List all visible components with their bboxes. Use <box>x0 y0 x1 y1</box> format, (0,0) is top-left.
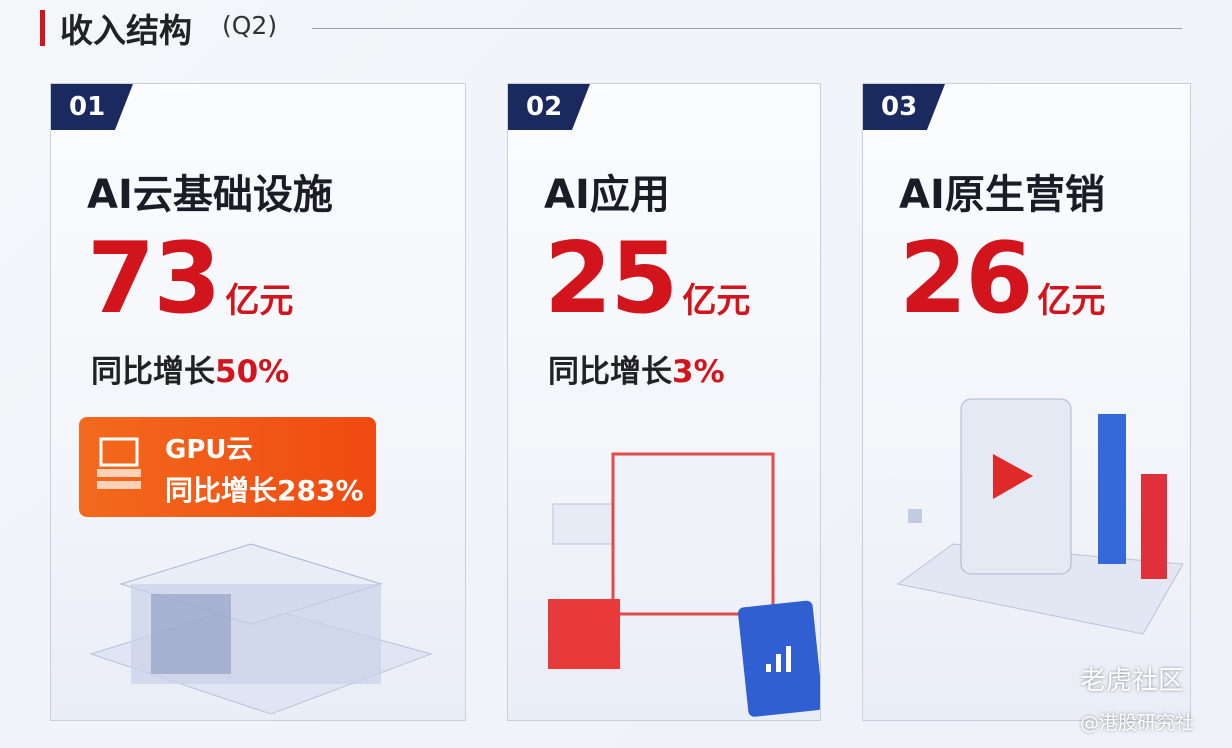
watermark: @港股研究社 <box>1080 712 1195 734</box>
card-growth-line: 同比增长3% <box>548 346 725 391</box>
badge-icon <box>97 437 141 489</box>
card-unit: 亿元 <box>1037 281 1106 321</box>
card-value-line: 25 亿元 <box>544 222 750 336</box>
card-name: AI应用 <box>544 172 670 218</box>
badge: GPU云 同比增长283% <box>79 417 376 517</box>
header-title: 收入结构 <box>60 11 192 50</box>
watermark: 老虎社区 <box>1080 666 1185 696</box>
illustration <box>548 452 820 717</box>
growth-label: 同比增长 <box>91 354 215 390</box>
card-index: 01 <box>51 84 133 130</box>
header-period: (Q2) <box>222 11 278 40</box>
card-index: 03 <box>863 84 945 130</box>
card-unit: 亿元 <box>682 281 751 321</box>
growth-label: 同比增长 <box>548 354 672 390</box>
card: 02 AI应用 25 亿元 同比增长3% <box>507 83 821 721</box>
illustration <box>89 543 433 715</box>
card-value-line: 26 亿元 <box>899 222 1105 336</box>
card-value: 26 <box>899 222 1033 336</box>
card-name: AI原生营销 <box>899 172 1105 218</box>
badge-growth-label: 同比增长 <box>165 474 278 507</box>
card-value: 73 <box>87 222 221 336</box>
illustration <box>896 398 1184 635</box>
card: 01 AI云基础设施 73 亿元 同比增长50% GPU云 同比增长283% <box>50 83 466 721</box>
card: 03 AI原生营销 26 亿元 <box>862 83 1191 721</box>
header-rule <box>312 28 1182 29</box>
growth-value: 3% <box>672 354 725 390</box>
card-value: 25 <box>544 222 678 336</box>
card-value-line: 73 亿元 <box>87 222 293 336</box>
growth-value: 50% <box>215 354 290 390</box>
header-bar <box>40 10 45 46</box>
card-unit: 亿元 <box>225 281 294 321</box>
card-growth-line: 同比增长50% <box>91 346 289 391</box>
badge-growth-line: 同比增长283% <box>165 469 364 509</box>
badge-title: GPU云 <box>165 435 253 465</box>
badge-growth: 283% <box>277 474 364 507</box>
card-index: 02 <box>508 84 590 130</box>
card-name: AI云基础设施 <box>87 172 333 218</box>
